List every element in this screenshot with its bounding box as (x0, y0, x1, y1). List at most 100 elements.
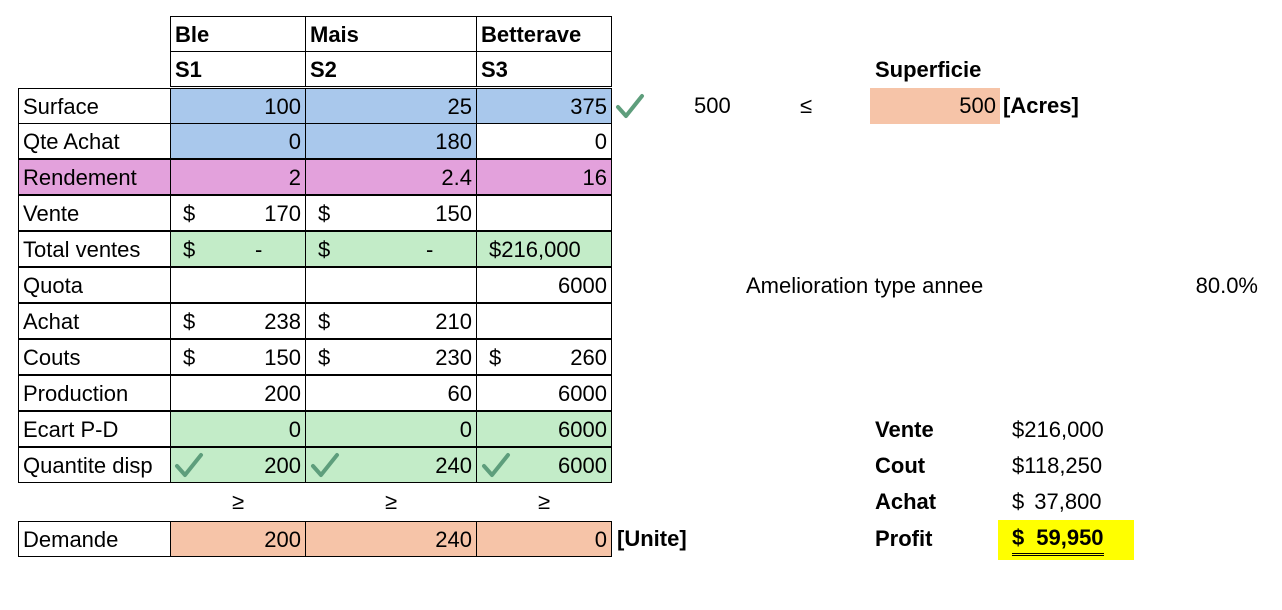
vente-s1-value: 170 (264, 201, 301, 226)
ecart-s2[interactable]: 0 (305, 411, 477, 447)
production-s3[interactable]: 6000 (476, 375, 612, 411)
achat-s1[interactable]: $238 (170, 303, 306, 339)
row-label-total-ventes[interactable]: Total ventes (18, 231, 171, 267)
header-crop-mais[interactable]: Mais (305, 16, 477, 52)
quantite-disp-s2[interactable]: 240 (305, 447, 477, 483)
row-label-achat[interactable]: Achat (18, 303, 171, 339)
currency-symbol: $ (318, 201, 331, 226)
production-s2[interactable]: 60 (305, 375, 477, 411)
ecart-s3[interactable]: 6000 (476, 411, 612, 447)
total-ventes-s2-value: - (426, 237, 434, 262)
couts-s3[interactable]: $260 (476, 339, 612, 375)
couts-s3-value: 260 (570, 345, 607, 370)
unit-acres: [Acres] (1003, 93, 1079, 118)
row-label-qte-achat[interactable]: Qte Achat (18, 123, 171, 159)
ge-symbol-s1: ≥ (231, 489, 245, 514)
demande-s3[interactable]: 0 (476, 521, 612, 557)
row-label-production[interactable]: Production (18, 375, 171, 411)
total-ventes-s3-value: 216,000 (501, 237, 581, 262)
vente-s2[interactable]: $150 (305, 195, 477, 231)
superficie-header[interactable]: Superficie (875, 57, 982, 82)
summary-vente-label[interactable]: Vente (875, 417, 934, 442)
demande-s2[interactable]: 240 (305, 521, 477, 557)
currency-symbol: $ (1012, 525, 1025, 550)
header-var-s2[interactable]: S2 (305, 51, 477, 87)
couts-s2-value: 230 (435, 345, 472, 370)
rendement-s3[interactable]: 16 (476, 159, 612, 195)
row-label-vente[interactable]: Vente (18, 195, 171, 231)
row-label-rendement[interactable]: Rendement (18, 159, 171, 195)
amelioration-label[interactable]: Amelioration type annee (746, 273, 984, 298)
currency-symbol: $ (1012, 453, 1025, 478)
summary-profit-label[interactable]: Profit (875, 526, 933, 551)
ge-symbol-s3: ≥ (537, 489, 551, 514)
summary-vente-amount: 216,000 (1024, 417, 1104, 442)
summary-profit-value[interactable]: $59,950 (998, 520, 1134, 560)
surface-total[interactable]: 500 (694, 93, 731, 118)
row-label-quantite-disp[interactable]: Quantite disp (18, 447, 171, 483)
quota-s3[interactable]: 6000 (476, 267, 612, 303)
vente-s3[interactable] (476, 195, 612, 231)
currency-symbol: $ (318, 345, 331, 370)
currency-symbol: $ (183, 237, 196, 262)
total-ventes-s2[interactable]: $ - (305, 231, 477, 267)
ecart-s1[interactable]: 0 (170, 411, 306, 447)
currency-symbol: $ (318, 309, 331, 334)
qte-achat-s1[interactable]: 0 (170, 123, 306, 159)
header-crop-ble[interactable]: Ble (170, 16, 306, 52)
achat-s1-value: 238 (264, 309, 301, 334)
couts-s2[interactable]: $230 (305, 339, 477, 375)
le-symbol: ≤ (800, 93, 813, 118)
unit-demande: [Unite] (617, 526, 687, 551)
summary-achat-value[interactable]: $37,800 (1012, 484, 1102, 520)
header-var-s3[interactable]: S3 (476, 51, 612, 87)
achat-s2[interactable]: $210 (305, 303, 477, 339)
ge-symbol-s2: ≥ (384, 489, 398, 514)
qte-achat-s2[interactable]: 180 (305, 123, 477, 159)
row-label-surface[interactable]: Surface (18, 88, 171, 124)
quantite-disp-s3[interactable]: 6000 (476, 447, 612, 483)
summary-cout-amount: 118,250 (1024, 453, 1103, 478)
achat-s3[interactable] (476, 303, 612, 339)
currency-symbol: $ (183, 345, 196, 370)
total-ventes-s1-value: - (255, 237, 263, 262)
production-s1[interactable]: 200 (170, 375, 306, 411)
summary-cout-label[interactable]: Cout (875, 453, 926, 478)
total-ventes-s1[interactable]: $ - (170, 231, 306, 267)
demande-s1[interactable]: 200 (170, 521, 306, 557)
summary-vente-value[interactable]: $216,000 (1012, 412, 1104, 448)
summary-cout-value[interactable]: $118,250 (1012, 448, 1102, 484)
currency-symbol: $ (183, 309, 196, 334)
vente-s1[interactable]: $170 (170, 195, 306, 231)
header-crop-betterave[interactable]: Betterave (476, 16, 612, 52)
currency-symbol: $ (1012, 417, 1025, 442)
qte-achat-s3[interactable]: 0 (476, 123, 612, 159)
superficie-limit[interactable]: 500 (870, 88, 1000, 124)
row-label-ecart[interactable]: Ecart P-D (18, 411, 171, 447)
quota-s1[interactable] (170, 267, 306, 303)
couts-s1[interactable]: $150 (170, 339, 306, 375)
summary-achat-amount: 37,800 (1034, 489, 1102, 514)
achat-s2-value: 210 (435, 309, 472, 334)
check-icon (311, 453, 339, 477)
rendement-s1[interactable]: 2 (170, 159, 306, 195)
quota-s2[interactable] (305, 267, 477, 303)
summary-achat-label[interactable]: Achat (875, 489, 937, 514)
surface-s2[interactable]: 25 (305, 88, 477, 124)
check-icon (482, 453, 510, 477)
couts-s1-value: 150 (264, 345, 301, 370)
currency-symbol: $ (183, 201, 196, 226)
summary-profit-amount: 59,950 (1036, 525, 1104, 550)
row-label-couts[interactable]: Couts (18, 339, 171, 375)
currency-symbol: $ (318, 237, 331, 262)
amelioration-value[interactable]: 80.0% (1195, 273, 1258, 298)
rendement-s2[interactable]: 2.4 (305, 159, 477, 195)
check-icon (175, 453, 203, 477)
row-label-quota[interactable]: Quota (18, 267, 171, 303)
surface-s3[interactable]: 375 (476, 88, 612, 124)
currency-symbol: $ (1012, 489, 1025, 514)
total-ventes-s3[interactable]: $216,000 (476, 231, 612, 267)
row-label-demande[interactable]: Demande (18, 521, 171, 557)
surface-s1[interactable]: 100 (170, 88, 306, 124)
header-var-s1[interactable]: S1 (170, 51, 306, 87)
